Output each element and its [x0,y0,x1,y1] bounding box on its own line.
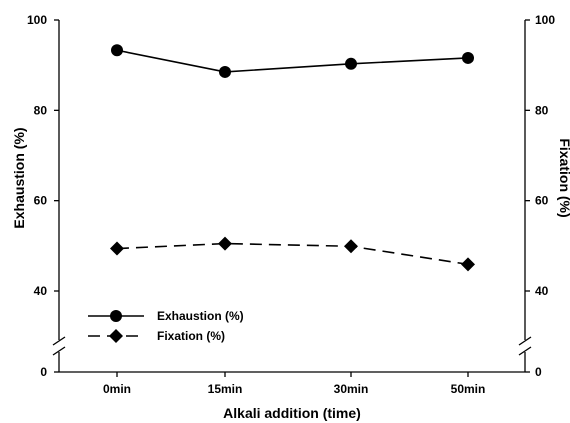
y-tick-label-right: 40 [535,284,549,298]
y-tick-label-right: 0 [535,365,542,379]
y-ticks-right: 0 40 60 80 100 [525,13,555,379]
y-tick-label-left: 100 [27,13,47,27]
y-tick-label-left: 60 [34,194,48,208]
y-tick-label-left: 80 [34,103,48,117]
legend-label-exhaustion: Exhaustion (%) [157,309,244,323]
data-point-fixation [218,236,232,251]
data-point-exhaustion [462,51,474,64]
axis-break-right [518,336,532,356]
y-axis-title-right: Fixation (%) [557,138,570,217]
data-point-exhaustion [219,65,231,78]
series-line-fixation [116,242,469,266]
y-tick-label-right: 80 [535,103,549,117]
data-point-exhaustion [345,57,357,70]
x-tick-label: 0min [103,382,131,396]
legend-marker-circle [110,310,122,322]
legend-item-fixation: Fixation (%) [88,329,225,343]
data-point-exhaustion [111,44,123,57]
y-axis-title-left: Exhaustion (%) [11,127,27,228]
plot-frame [52,20,532,373]
x-tick-label: 50min [451,382,486,396]
data-point-fixation [110,241,124,256]
legend-label-fixation: Fixation (%) [157,329,225,343]
data-point-fixation [344,239,358,254]
legend: Exhaustion (%) Fixation (%) [88,309,244,343]
x-tick-label: 30min [334,382,369,396]
x-ticks: 0min 15min 30min 50min [103,372,485,396]
x-tick-label: 15min [208,382,243,396]
axis-break-left [52,336,66,356]
y-tick-label-right: 100 [535,13,555,27]
y-tick-label-left: 0 [40,365,47,379]
series-line-exhaustion [116,49,469,73]
y-tick-label-left: 40 [34,284,48,298]
series-layer [110,44,475,272]
x-axis-title: Alkali addition (time) [223,405,361,421]
y-tick-label-right: 60 [535,194,549,208]
y-ticks-left: 0 40 60 80 100 [27,13,59,379]
legend-marker-diamond [109,329,123,343]
data-point-fixation [461,257,475,272]
legend-item-exhaustion: Exhaustion (%) [88,309,244,323]
